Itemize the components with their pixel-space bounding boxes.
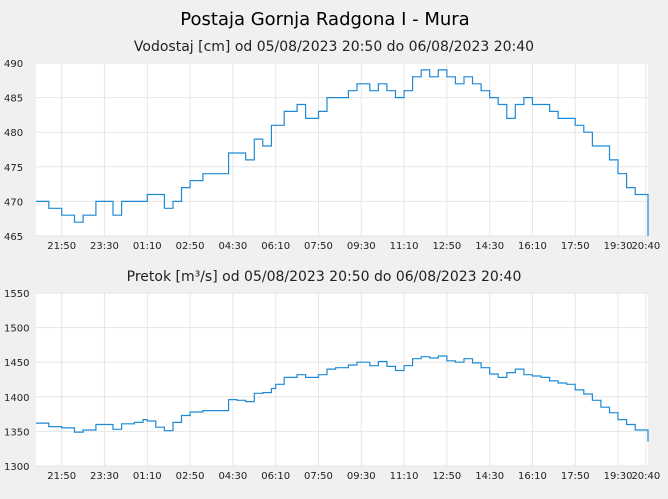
chart-title-pretok: Pretok [m³/s] od 05/08/2023 20:50 do 06/…	[126, 269, 522, 285]
x-tick-label: 14:30	[475, 241, 504, 252]
x-tick-label: 23:30	[90, 471, 119, 482]
x-tick-label: 16:10	[518, 471, 547, 482]
x-tick-label: 07:50	[304, 241, 333, 252]
x-tick-label: 12:50	[432, 471, 461, 482]
x-tick-label: 20:40	[631, 471, 660, 482]
y-tick-label: 1400	[4, 393, 29, 404]
x-tick-label: 04:30	[218, 241, 247, 252]
x-tick-label: 14:30	[475, 471, 504, 482]
x-tick-label: 02:50	[176, 471, 205, 482]
x-tick-label: 11:10	[390, 241, 419, 252]
plot-area-1	[36, 293, 648, 466]
series-line-pretok	[36, 355, 649, 442]
x-tick-label: 23:30	[90, 241, 119, 252]
plot-area-0	[36, 63, 648, 236]
y-tick-label: 1450	[4, 358, 29, 369]
y-tick-label: 475	[4, 163, 23, 174]
x-tick-label: 01:10	[133, 471, 162, 482]
x-tick-label: 19:30	[604, 471, 633, 482]
x-tick-label: 19:30	[604, 241, 633, 252]
x-tick-label: 20:40	[631, 241, 660, 252]
y-tick-label: 480	[4, 128, 23, 139]
y-tick-label: 470	[4, 197, 23, 208]
x-tick-label: 21:50	[47, 241, 76, 252]
chart-title-vodostaj: Vodostaj [cm] od 05/08/2023 20:50 do 06/…	[133, 39, 535, 55]
y-tick-label: 465	[4, 232, 23, 243]
x-tick-label: 06:10	[261, 241, 290, 252]
x-tick-label: 02:50	[176, 241, 205, 252]
x-tick-label: 17:50	[561, 241, 590, 252]
y-tick-label: 490	[4, 59, 23, 70]
y-tick-label: 485	[4, 94, 23, 105]
x-tick-label: 01:10	[133, 241, 162, 252]
x-tick-label: 09:30	[347, 471, 376, 482]
x-tick-label: 21:50	[47, 471, 76, 482]
x-tick-label: 04:30	[218, 471, 247, 482]
x-tick-label: 09:30	[347, 241, 376, 252]
x-tick-label: 11:10	[390, 471, 419, 482]
x-tick-label: 12:50	[432, 241, 461, 252]
y-tick-label: 1550	[4, 289, 29, 300]
y-tick-label: 1500	[4, 324, 29, 335]
x-tick-label: 16:10	[518, 241, 547, 252]
y-tick-label: 1350	[4, 427, 29, 438]
x-tick-label: 06:10	[261, 471, 290, 482]
y-tick-label: 1300	[4, 462, 29, 473]
page-title: Postaja Gornja Radgona I - Mura	[180, 9, 470, 30]
x-tick-label: 17:50	[561, 471, 590, 482]
x-tick-label: 07:50	[304, 471, 333, 482]
series-line-vodostaj	[36, 69, 649, 236]
